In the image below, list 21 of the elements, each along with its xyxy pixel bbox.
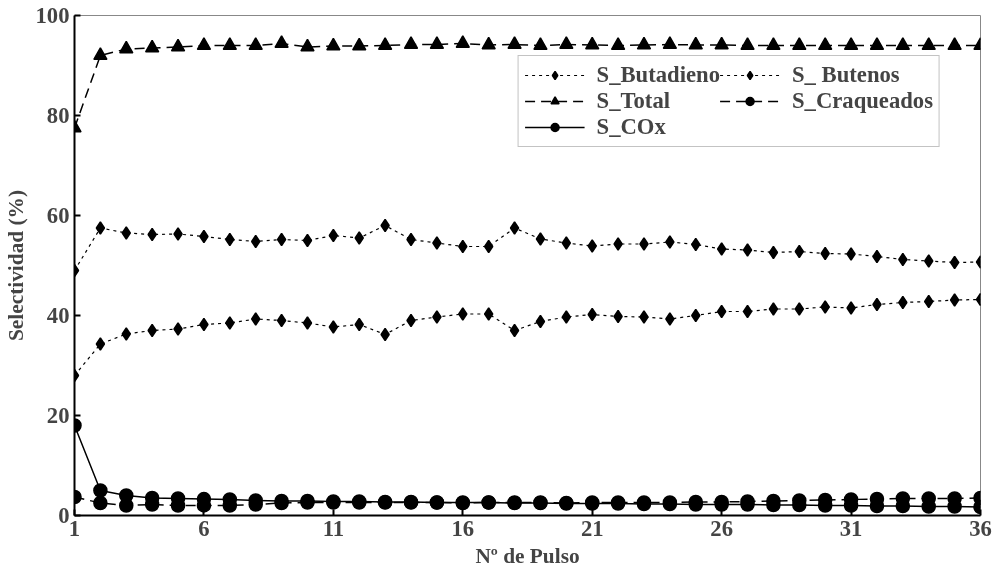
- y-tick-label: 40: [46, 303, 70, 328]
- y-tick-label: 20: [46, 403, 70, 428]
- legend-label: S_Craqueados: [791, 88, 933, 114]
- x-axis-title: Nº de Pulso: [475, 543, 580, 568]
- y-tick-label: 60: [46, 203, 70, 228]
- x-tick-label: 16: [451, 515, 475, 541]
- legend-label: S_Total: [596, 88, 671, 114]
- x-tick-label: 6: [198, 515, 210, 541]
- legend-label: S_ Butenos: [791, 62, 900, 88]
- y-tick-label: 100: [35, 3, 70, 28]
- x-tick-label: 11: [322, 515, 345, 541]
- x-tick-label: 36: [969, 515, 992, 541]
- x-tick-label: 31: [839, 515, 863, 541]
- y-tick-label: 0: [58, 503, 70, 528]
- x-tick-label: 1: [68, 515, 81, 541]
- legend-label: S_Butadieno: [596, 62, 720, 88]
- legend-label: S_COx: [596, 114, 666, 140]
- y-tick-label: 80: [46, 103, 70, 128]
- y-axis-title: Selectividad (%): [3, 189, 28, 342]
- x-tick-label: 26: [710, 515, 733, 541]
- x-tick-label: 21: [580, 515, 604, 541]
